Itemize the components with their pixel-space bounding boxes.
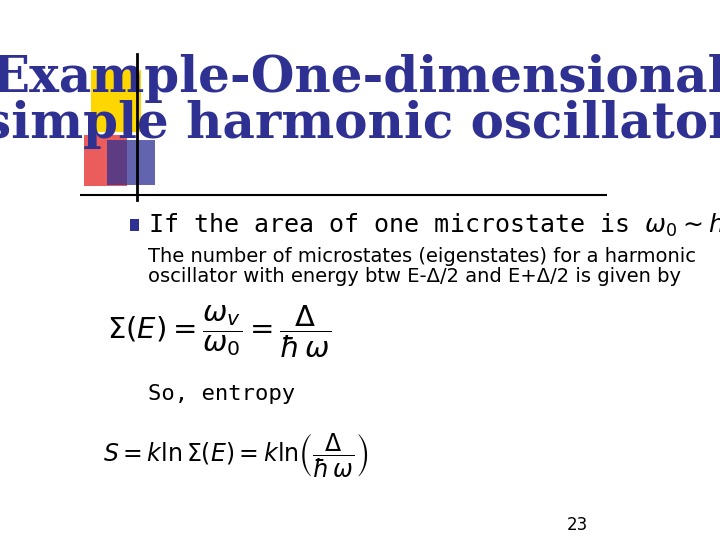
Text: simple harmonic oscillator: simple harmonic oscillator bbox=[0, 100, 720, 149]
Text: Example-One-dimensional: Example-One-dimensional bbox=[0, 54, 720, 103]
Text: 23: 23 bbox=[567, 516, 588, 534]
Text: $S=k\ln\Sigma(E)=k\ln\!\left(\dfrac{\Delta}{\hbar\,\omega}\right)$: $S=k\ln\Sigma(E)=k\ln\!\left(\dfrac{\Del… bbox=[103, 432, 368, 481]
Bar bbox=[130, 219, 139, 231]
Bar bbox=[91, 70, 140, 132]
Bar bbox=[107, 140, 155, 185]
Text: So, entropy: So, entropy bbox=[148, 384, 296, 404]
Text: If the area of one microstate is $\omega_0{\sim}h$: If the area of one microstate is $\omega… bbox=[148, 212, 720, 239]
Text: $\Sigma(E)=\dfrac{\omega_v}{\omega_0}=\dfrac{\Delta}{\hbar\,\omega}$: $\Sigma(E)=\dfrac{\omega_v}{\omega_0}=\d… bbox=[107, 304, 332, 360]
Bar bbox=[84, 135, 127, 186]
Text: The number of microstates (eigenstates) for a harmonic: The number of microstates (eigenstates) … bbox=[148, 247, 696, 266]
Text: oscillator with energy btw E-Δ/2 and E+Δ/2 is given by: oscillator with energy btw E-Δ/2 and E+Δ… bbox=[148, 267, 681, 286]
